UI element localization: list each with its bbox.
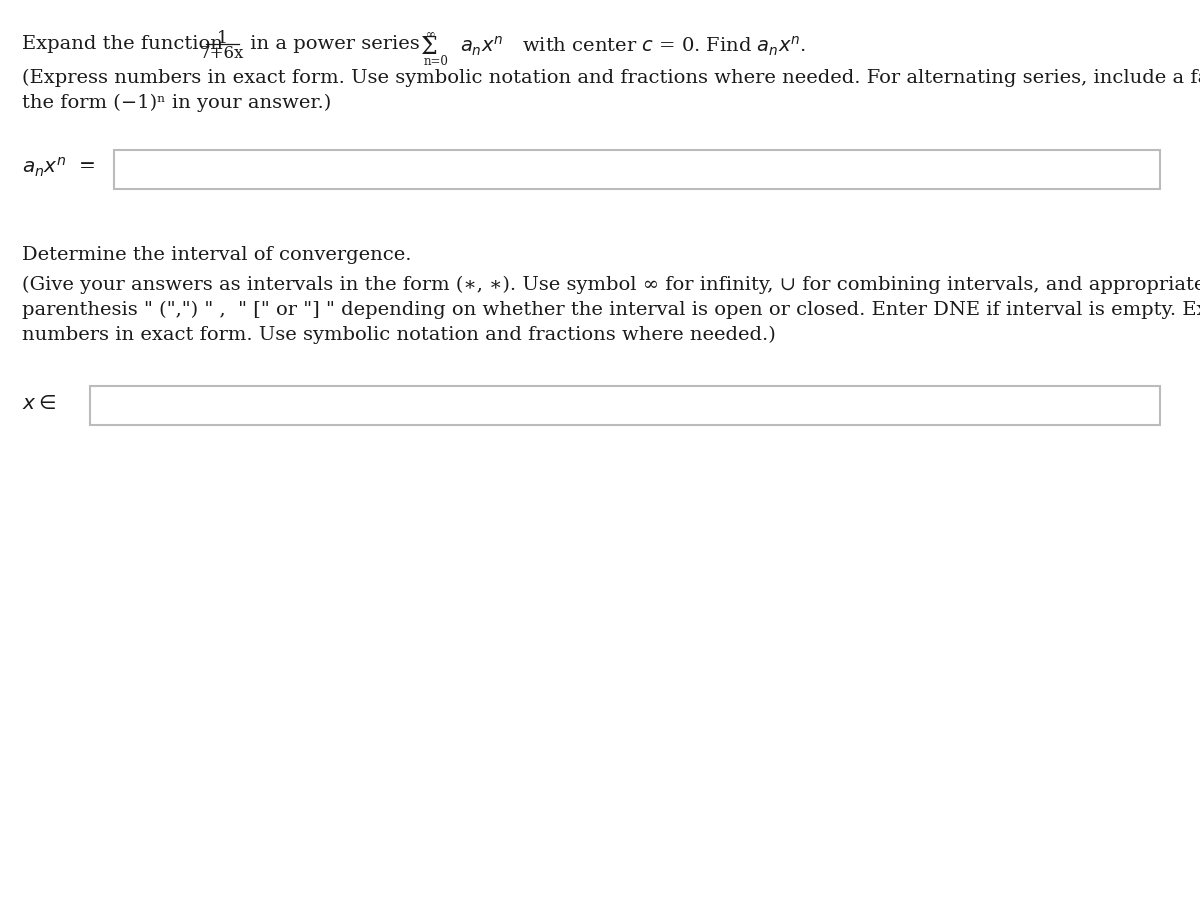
- Text: n=0: n=0: [424, 55, 449, 68]
- Text: the form (−1)ⁿ in your answer.): the form (−1)ⁿ in your answer.): [22, 94, 331, 112]
- Text: Expand the function: Expand the function: [22, 35, 222, 53]
- Text: 7+6x: 7+6x: [200, 45, 244, 62]
- Text: parenthesis " (",") " ,  " [" or "] " depending on whether the interval is open : parenthesis " (",") " , " [" or "] " dep…: [22, 301, 1200, 319]
- Text: $a_n x^n$  =: $a_n x^n$ =: [22, 156, 95, 180]
- Text: (Give your answers as intervals in the form (∗, ∗). Use symbol ∞ for infinity, ∪: (Give your answers as intervals in the f…: [22, 276, 1200, 294]
- Text: $a_n x^n$: $a_n x^n$: [460, 35, 503, 58]
- Text: in a power series: in a power series: [244, 35, 419, 53]
- Text: $x \in$: $x \in$: [22, 395, 55, 413]
- Text: ∞: ∞: [426, 29, 436, 41]
- FancyBboxPatch shape: [90, 386, 1160, 425]
- FancyBboxPatch shape: [114, 150, 1160, 189]
- Text: 1: 1: [216, 30, 228, 46]
- Text: numbers in exact form. Use symbolic notation and fractions where needed.): numbers in exact form. Use symbolic nota…: [22, 325, 775, 344]
- Text: with center $c$ = 0. Find $a_n x^n$.: with center $c$ = 0. Find $a_n x^n$.: [516, 35, 806, 58]
- Text: Determine the interval of convergence.: Determine the interval of convergence.: [22, 246, 412, 265]
- Text: Σ: Σ: [421, 36, 438, 59]
- Text: (Express numbers in exact form. Use symbolic notation and fractions where needed: (Express numbers in exact form. Use symb…: [22, 69, 1200, 88]
